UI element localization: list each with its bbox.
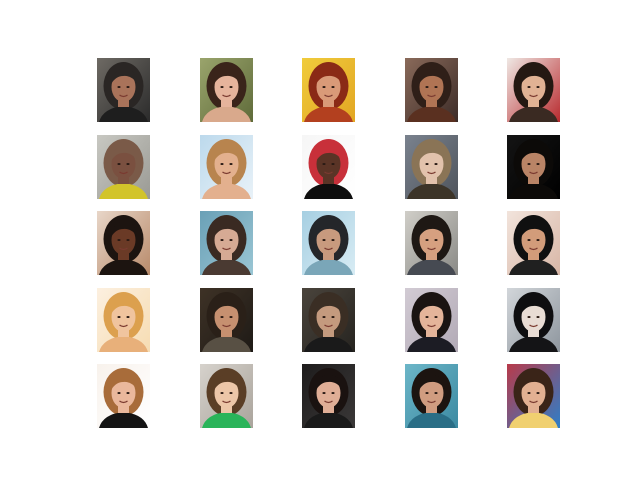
face-thumbnail-r2-c1 [97, 135, 150, 199]
face-thumbnail-r4-c3 [302, 288, 355, 352]
face-thumbnail-r5-c3 [302, 364, 355, 428]
face-thumbnail-r2-c5 [507, 135, 560, 199]
face-thumbnail-r5-c2 [200, 364, 253, 428]
face-thumbnail-r1-c4 [405, 58, 458, 122]
face-thumbnail-r2-c3 [302, 135, 355, 199]
face-thumbnail-r2-c2 [200, 135, 253, 199]
face-thumbnail-r3-c4 [405, 211, 458, 275]
face-thumbnail-r3-c2 [200, 211, 253, 275]
face-thumbnail-r4-c1 [97, 288, 150, 352]
face-thumbnail-r4-c5 [507, 288, 560, 352]
face-thumbnail-r4-c4 [405, 288, 458, 352]
face-thumbnail-r5-c5 [507, 364, 560, 428]
face-thumbnail-r2-c4 [405, 135, 458, 199]
face-thumbnail-r5-c1 [97, 364, 150, 428]
face-thumbnail-r1-c1 [97, 58, 150, 122]
face-thumbnail-r1-c5 [507, 58, 560, 122]
face-thumbnail-r1-c2 [200, 58, 253, 122]
face-thumbnail-r3-c3 [302, 211, 355, 275]
face-thumbnail-r1-c3 [302, 58, 355, 122]
face-thumbnail-r4-c2 [200, 288, 253, 352]
face-thumbnail-r5-c4 [405, 364, 458, 428]
face-thumbnail-r3-c5 [507, 211, 560, 275]
face-thumbnail-r3-c1 [97, 211, 150, 275]
